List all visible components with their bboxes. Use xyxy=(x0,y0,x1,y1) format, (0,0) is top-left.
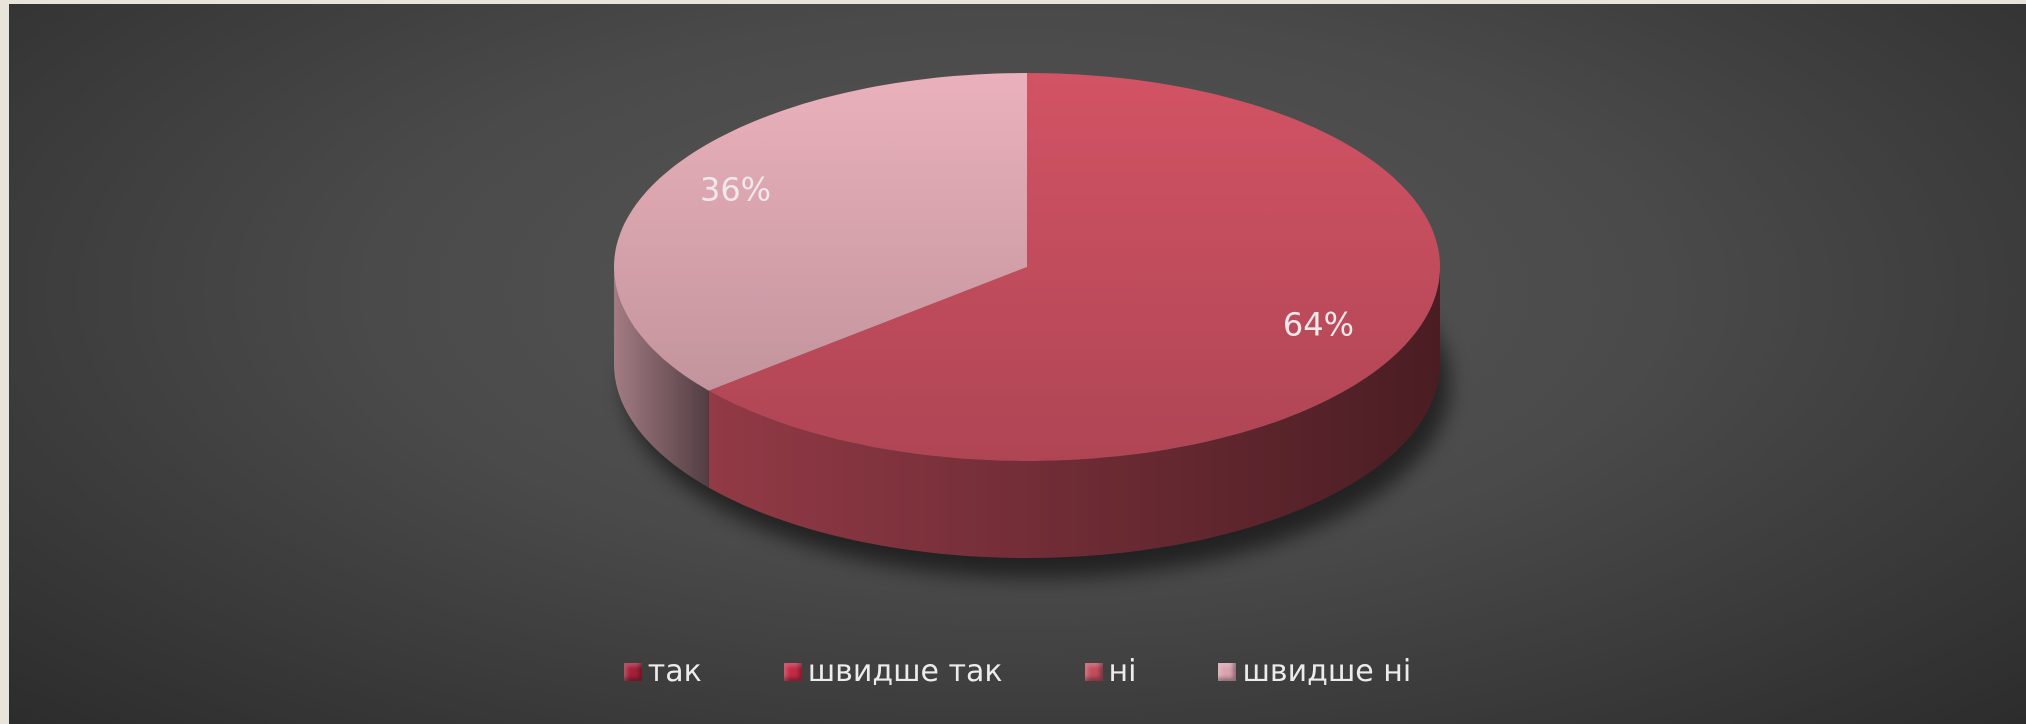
data-label: 64% xyxy=(1283,306,1354,344)
slice-side xyxy=(708,267,1440,558)
chart: 64% 36% xyxy=(614,73,1450,578)
slice xyxy=(708,73,1440,461)
legend-label: швидше ні xyxy=(1242,654,1412,689)
legend-swatch xyxy=(1218,662,1237,681)
legend-label: так xyxy=(647,654,702,689)
legend-item: ні xyxy=(1084,654,1137,689)
slice-side xyxy=(614,267,709,488)
legend: так швидше так ні швидше ні xyxy=(9,654,2026,689)
legend-item: так xyxy=(623,654,702,689)
slide: 64% 36% так швидше так ні швидше ні xyxy=(9,4,2026,724)
legend-swatch xyxy=(783,662,802,681)
legend-item: швидше так xyxy=(783,654,1003,689)
legend-label: ні xyxy=(1108,654,1137,689)
data-label: 36% xyxy=(700,170,771,208)
legend-swatch xyxy=(623,662,642,681)
legend-swatch xyxy=(1084,662,1103,681)
legend-label: швидше так xyxy=(807,654,1003,689)
legend-item: швидше ні xyxy=(1218,654,1411,689)
slice xyxy=(614,73,1027,391)
